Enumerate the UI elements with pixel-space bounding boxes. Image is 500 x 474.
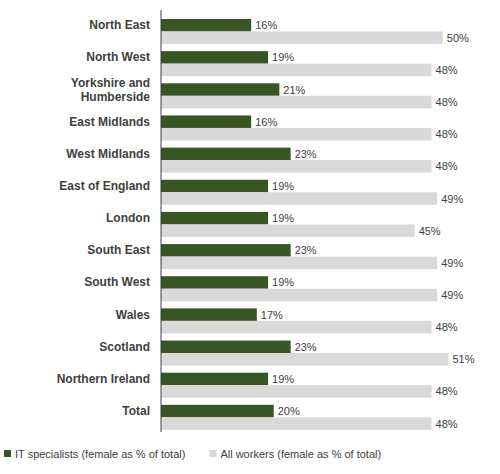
data-label: 23%	[295, 341, 317, 353]
bar	[161, 212, 268, 225]
bar	[161, 83, 279, 96]
data-label: 16%	[255, 116, 277, 128]
category-label: Yorkshire andHumberside	[71, 76, 150, 104]
category-label: East of England	[59, 179, 150, 193]
data-label: 17%	[261, 309, 283, 321]
data-label: 50%	[447, 32, 469, 44]
bar	[161, 64, 432, 77]
category-label: West Midlands	[66, 147, 150, 161]
category-label: East Midlands	[69, 115, 150, 129]
data-label: 19%	[272, 51, 294, 63]
bars	[161, 19, 448, 430]
data-label: 48%	[436, 64, 458, 76]
data-label: 48%	[436, 418, 458, 430]
bar	[161, 321, 432, 334]
category-label: Northern Ireland	[57, 372, 150, 386]
category-label: South East	[87, 243, 150, 257]
data-label: 23%	[295, 148, 317, 160]
bar	[161, 373, 268, 386]
data-label: 48%	[436, 160, 458, 172]
data-label: 48%	[436, 321, 458, 333]
axis-line	[161, 10, 162, 432]
bar	[161, 96, 432, 109]
bar	[161, 160, 432, 173]
category-label: South West	[84, 275, 150, 289]
category-labels: North East North West Yorkshire andHumbers…	[57, 18, 151, 418]
bar	[161, 244, 291, 256]
data-label: 21%	[283, 84, 305, 96]
data-label: 19%	[272, 180, 294, 192]
bar	[161, 417, 432, 430]
category-label: London	[106, 211, 150, 225]
bar	[161, 19, 251, 32]
bar	[161, 308, 257, 321]
data-label: 19%	[272, 212, 294, 224]
data-label: 20%	[278, 405, 300, 417]
legend-swatch	[209, 450, 216, 457]
bar	[161, 32, 443, 45]
legend: IT specialists (female as % of total) All…	[4, 448, 381, 460]
category-label: North West	[86, 50, 150, 64]
data-label: 45%	[419, 225, 441, 237]
label-line: Yorkshire and	[71, 76, 150, 90]
legend-swatch	[4, 450, 11, 457]
bar	[161, 276, 268, 289]
label-line: Humberside	[81, 90, 151, 104]
data-labels: 16% 50% 19% 48% 21% 48% 16% 48% 23% 48% 19% 49% 19% 4…	[255, 19, 475, 429]
bar	[161, 341, 291, 354]
bar	[161, 148, 291, 161]
category-label: Total	[122, 404, 150, 418]
legend-label: All workers (female as % of total)	[220, 448, 381, 460]
data-label: 19%	[272, 373, 294, 385]
bar	[161, 115, 251, 128]
category-label: Scotland	[99, 340, 150, 354]
bar	[161, 128, 432, 141]
bar	[161, 353, 448, 366]
category-label: North East	[89, 18, 150, 32]
data-label: 16%	[255, 19, 277, 31]
data-label: 51%	[452, 353, 474, 365]
category-label: Wales	[116, 308, 151, 322]
chart: 16% 50% 19% 48% 21% 48% 16% 48% 23% 48% 19% 49% 19% 4…	[0, 0, 500, 474]
bar	[161, 180, 268, 193]
bar	[161, 51, 268, 64]
bar	[161, 257, 437, 270]
bar	[161, 289, 437, 302]
data-label: 48%	[436, 96, 458, 108]
data-label: 48%	[436, 385, 458, 397]
bar	[161, 385, 432, 398]
bar	[161, 224, 415, 237]
data-label: 19%	[272, 276, 294, 288]
data-label: 49%	[441, 289, 463, 301]
bar	[161, 192, 437, 205]
data-label: 23%	[295, 244, 317, 256]
data-label: 49%	[441, 257, 463, 269]
bar	[161, 405, 274, 418]
legend-label: IT specialists (female as % of total)	[15, 448, 185, 460]
data-label: 48%	[436, 128, 458, 140]
data-label: 49%	[441, 193, 463, 205]
